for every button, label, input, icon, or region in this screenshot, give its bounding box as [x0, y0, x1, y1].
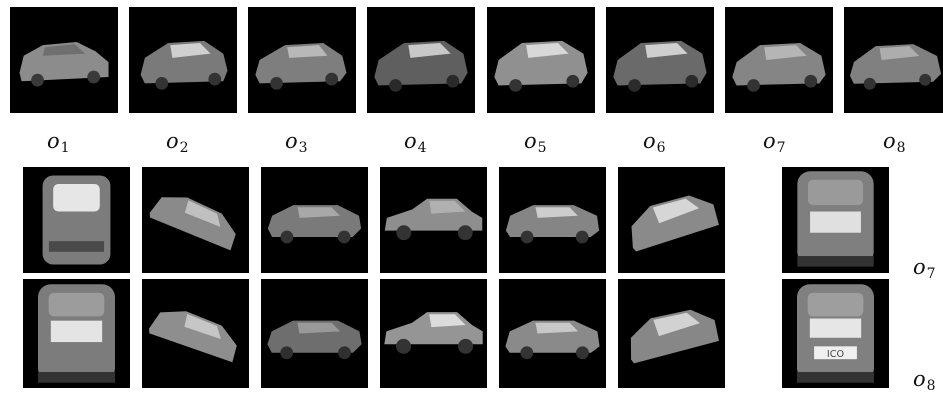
car-image-o2: [129, 7, 237, 113]
label-o5: o5: [524, 129, 547, 156]
car-view-row1-5: [499, 167, 606, 273]
car-image-o8: [844, 7, 943, 113]
label-o7: o7: [763, 129, 786, 156]
label-o4: o4: [404, 129, 427, 156]
label-right-o8: o8: [913, 367, 936, 394]
car-view-row2-5: [499, 279, 606, 388]
car-view-row2-6: [618, 279, 725, 388]
car-image-o3: [248, 7, 356, 113]
label-o2: o2: [166, 129, 189, 156]
car-view-row1-3: [261, 167, 368, 273]
car-view-row2-3: [261, 279, 368, 388]
car-image-o5: [487, 7, 595, 113]
label-o6: o6: [643, 129, 666, 156]
car-view-row1-7: [782, 167, 889, 273]
car-view-row1-2: [142, 167, 249, 273]
label-right-o7: o7: [913, 255, 936, 282]
label-o8: o8: [883, 129, 906, 156]
car-view-row2-1: [23, 279, 130, 388]
car-view-row1-1: [23, 167, 130, 273]
label-o3: o3: [285, 129, 308, 156]
car-view-row1-4: [380, 167, 487, 273]
car-view-row2-2: [142, 279, 249, 388]
label-o1: o1: [47, 129, 70, 156]
car-view-row2-7: ICO: [782, 279, 889, 388]
car-view-row1-6: [618, 167, 725, 273]
car-view-row2-4: [380, 279, 487, 388]
car-image-o1: [10, 7, 118, 113]
license-plate-text: ICO: [827, 349, 845, 360]
car-image-o6: [606, 7, 714, 113]
car-image-o7: [725, 7, 833, 113]
car-image-o4: [367, 7, 475, 113]
